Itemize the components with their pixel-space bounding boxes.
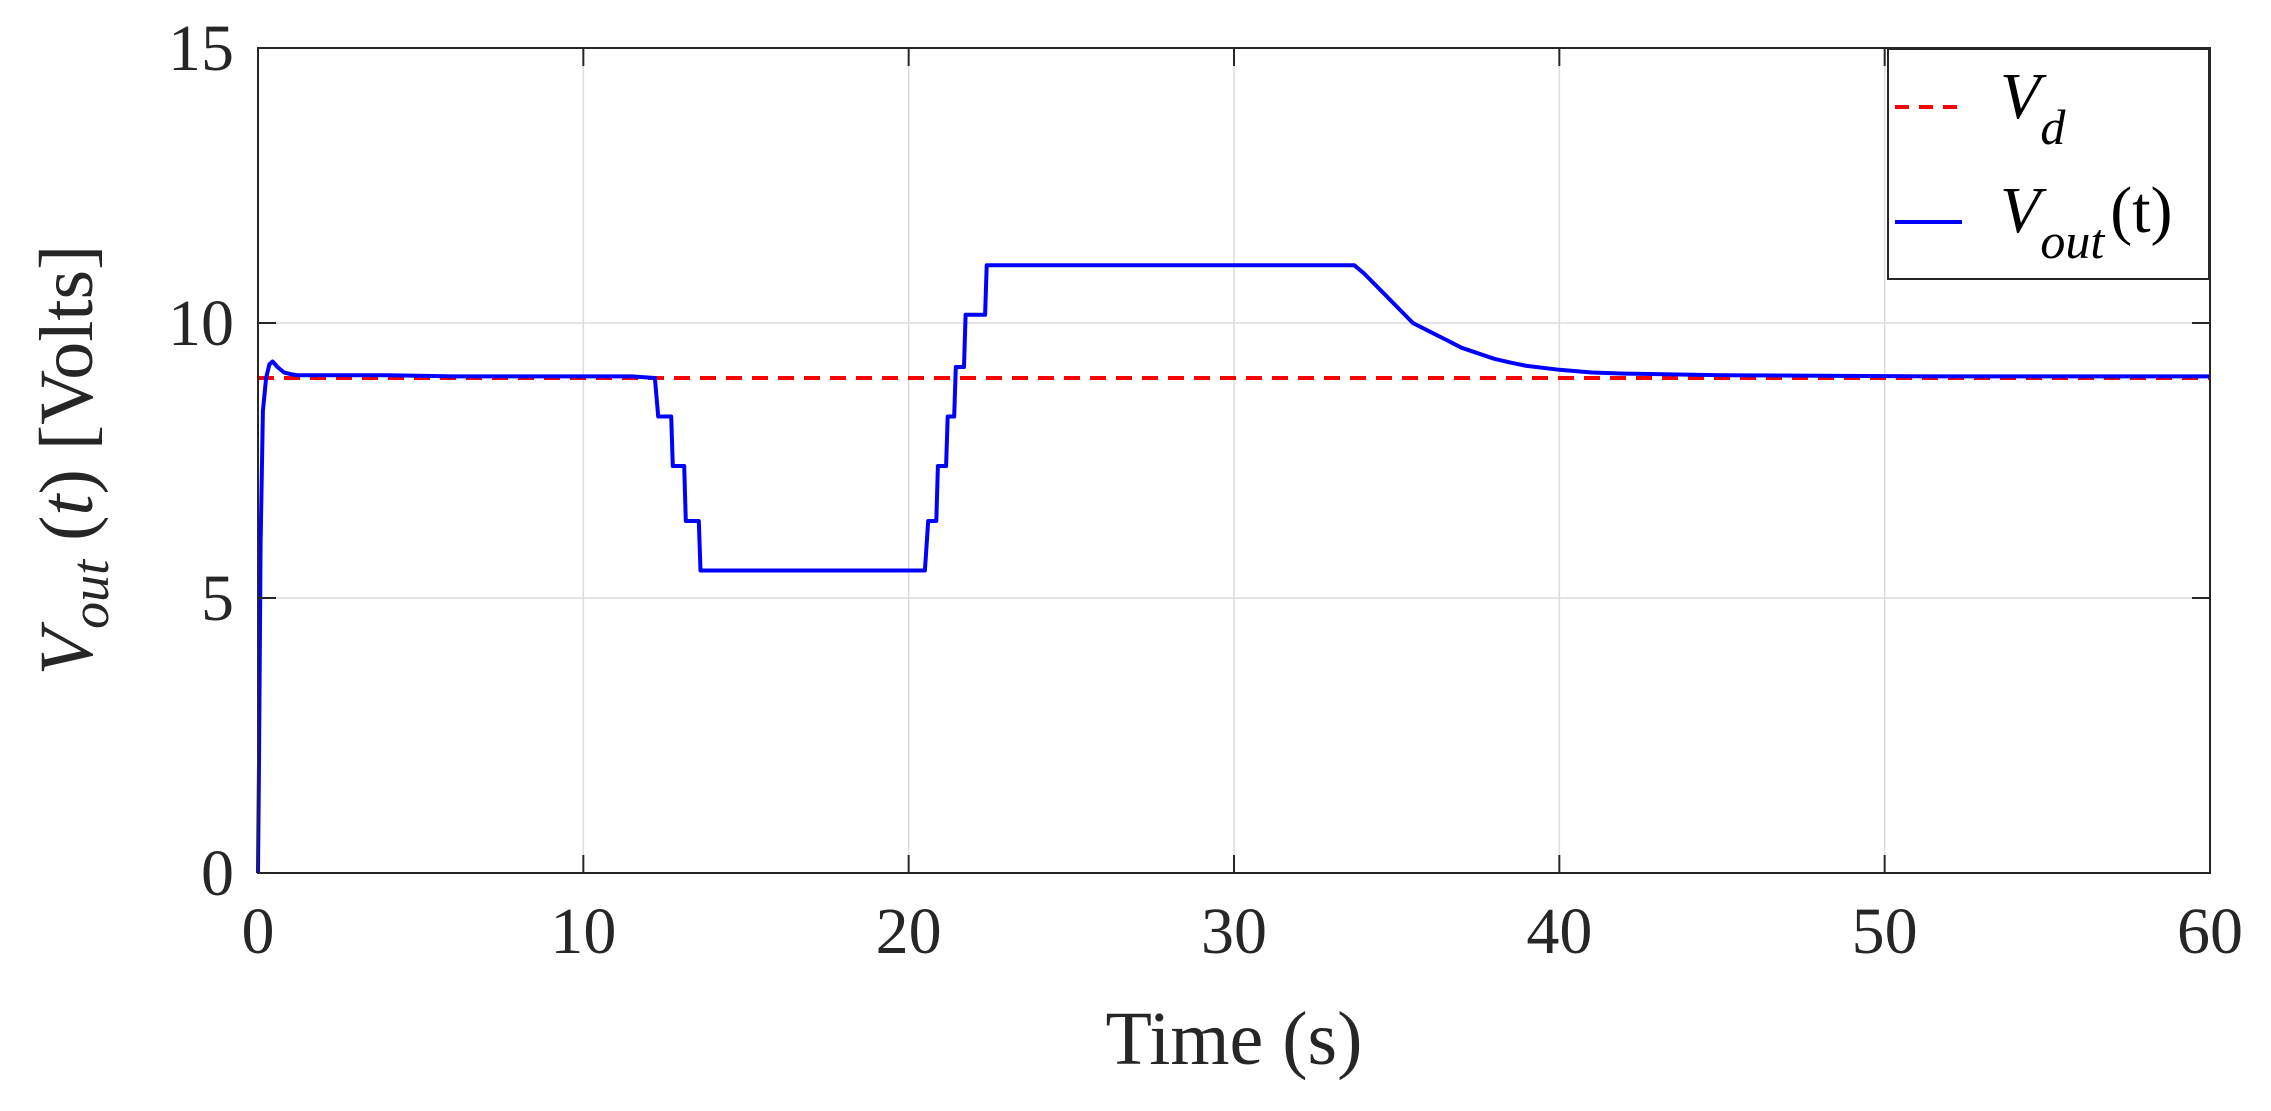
y-tick-label: 15: [168, 12, 234, 85]
legend-label-vd: Vd: [2000, 60, 2066, 155]
y-tick-label: 5: [201, 562, 234, 635]
legend-box: [1887, 48, 2210, 280]
x-tick-label: 60: [2177, 895, 2243, 968]
grid: [258, 48, 2210, 873]
x-tick-label: 10: [550, 895, 616, 968]
series-layer: [256, 263, 2210, 874]
x-tick-label: 50: [1852, 895, 1918, 968]
x-tick-label: 20: [876, 895, 942, 968]
tick-labels: 0 10 20 30 40 50 60 0 5 10 15: [168, 12, 2243, 968]
legend: Vd Vout(t): [1887, 48, 2210, 280]
legend-label-vout: Vout(t): [2000, 174, 2173, 269]
x-tick-label: 30: [1201, 895, 1267, 968]
x-tick-label: 0: [242, 895, 275, 968]
x-tick-label: 40: [1526, 895, 1592, 968]
series-vout-line: [256, 263, 2210, 874]
y-tick-label: 10: [168, 287, 234, 360]
y-tick-label: 0: [201, 837, 234, 910]
y-axis-title: Vout (t) [Volts]: [25, 245, 120, 676]
x-axis-title: Time (s): [1106, 997, 1363, 1081]
